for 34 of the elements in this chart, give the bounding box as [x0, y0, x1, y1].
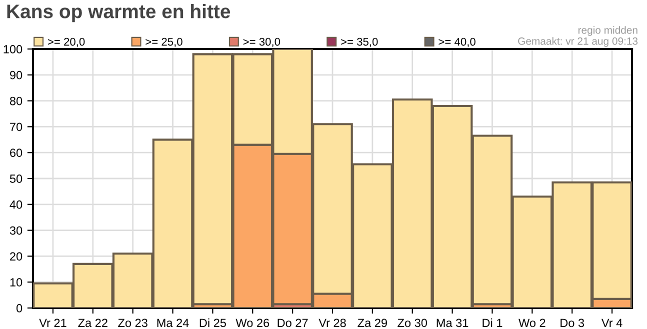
x-tick-label: Di 25 — [200, 318, 226, 328]
x-tick-label: Wo 2 — [518, 318, 546, 328]
x-tick-label: Ma 31 — [436, 318, 468, 328]
x-tick-label: Ma 24 — [157, 318, 189, 328]
y-tick-label: 10 — [10, 278, 22, 286]
text: Gemaakt: vr 21 aug 09:13 — [518, 37, 638, 47]
text: regio midden — [578, 26, 638, 36]
x-tick-label: Vr 21 — [39, 318, 66, 327]
x-tick-label: Vr 4 — [601, 318, 622, 327]
legend-label: >= 40,0 — [438, 38, 476, 48]
y-tick-label: 90 — [10, 70, 22, 80]
x-tick-label: Di 1 — [482, 318, 502, 327]
y-tick-label: 40 — [10, 200, 22, 209]
x-tick-label: Za 29 — [358, 318, 387, 328]
y-tick-label: 20 — [10, 252, 22, 261]
x-tick-label: Wo 26 — [236, 318, 270, 328]
x-tick-label: Do 27 — [278, 318, 308, 328]
chart-title: Kans op warmte en hitte — [7, 4, 230, 22]
y-tick-label: 70 — [10, 122, 22, 132]
legend-label: >= 30,0 — [243, 38, 280, 48]
legend-label: >= 25,0 — [146, 38, 182, 48]
y-tick-label: 50 — [10, 174, 22, 183]
x-tick-label: Do 3 — [560, 318, 584, 328]
x-tick-label: Vr 28 — [318, 318, 346, 328]
y-tick-label: 100 — [4, 45, 22, 54]
x-tick-label: Zo 23 — [118, 318, 148, 328]
y-tick-label: 80 — [10, 96, 22, 106]
x-tick-label: Zo 30 — [398, 318, 427, 328]
y-tick-label: 0 — [16, 304, 22, 312]
y-tick-label: 60 — [10, 148, 22, 157]
x-tick-label: Za 22 — [78, 318, 108, 328]
legend-label: >= 35,0 — [341, 38, 378, 48]
y-tick-label: 30 — [10, 226, 22, 235]
legend-label: >= 20,0 — [48, 38, 85, 48]
